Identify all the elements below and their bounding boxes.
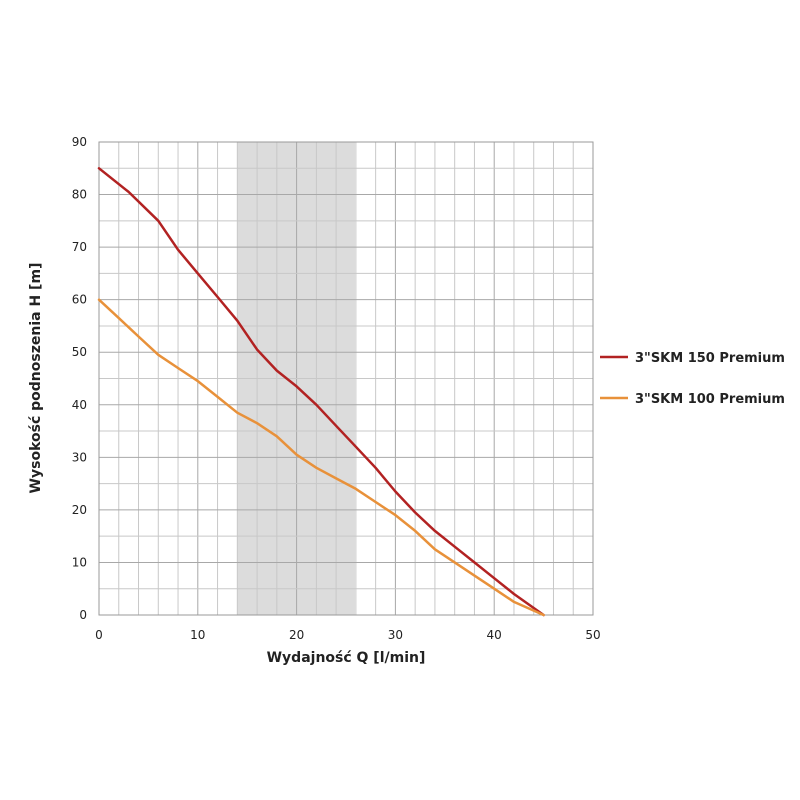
y-tick-label: 70 xyxy=(72,240,87,254)
x-tick-label: 10 xyxy=(190,628,205,642)
x-tick-label: 50 xyxy=(585,628,600,642)
y-tick-label: 40 xyxy=(72,398,87,412)
y-tick-label: 80 xyxy=(72,188,87,202)
y-tick-label: 50 xyxy=(72,345,87,359)
y-tick-label: 0 xyxy=(79,608,87,622)
plot-frame xyxy=(98,141,594,616)
legend-label-skm150: 3"SKM 150 Premium xyxy=(635,351,785,366)
y-tick-label: 60 xyxy=(72,293,87,307)
legend-label-skm100: 3"SKM 100 Premium xyxy=(635,392,785,407)
legend: 3"SKM 150 Premium 3"SKM 100 Premium xyxy=(600,351,785,407)
x-tick-label: 40 xyxy=(487,628,502,642)
series-line-skm150 xyxy=(97,167,545,617)
x-axis-ticks: 0 10 20 30 40 50 xyxy=(95,628,600,642)
x-tick-label: 30 xyxy=(388,628,403,642)
x-tick-label: 0 xyxy=(95,628,103,642)
y-tick-label: 20 xyxy=(72,503,87,517)
x-axis-title: Wydajność Q [l/min] xyxy=(267,650,426,666)
y-tick-label: 10 xyxy=(72,555,87,569)
y-axis-title: Wysokość podnoszenia H [m] xyxy=(28,263,44,494)
y-tick-label: 90 xyxy=(72,135,87,149)
series-lines xyxy=(97,167,545,617)
x-tick-label: 20 xyxy=(289,628,304,642)
y-tick-label: 30 xyxy=(72,450,87,464)
series-line-skm100 xyxy=(97,298,545,617)
y-axis-ticks: 0 10 20 30 40 50 60 70 80 90 xyxy=(72,135,87,622)
